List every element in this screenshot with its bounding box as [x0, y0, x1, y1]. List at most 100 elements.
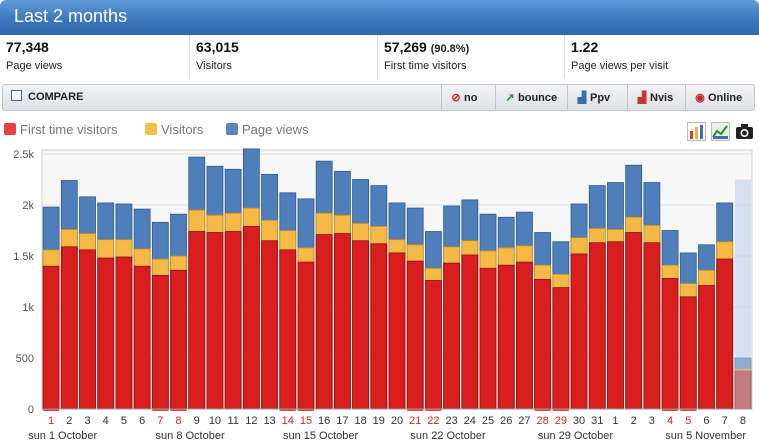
x-tick-label: 14 — [282, 415, 294, 427]
x-tick-label: 2 — [66, 415, 72, 427]
weekend-marker — [680, 409, 697, 411]
x-tick-label: 24 — [464, 415, 476, 427]
compare-icon — [11, 90, 22, 101]
stat-page-views-per-visit: 1.22 Page views per visit — [565, 35, 759, 79]
bounce-icon: ↗ — [505, 92, 515, 104]
bar-first-time-visitors — [516, 261, 533, 410]
x-tick-label: 5 — [121, 415, 127, 427]
legend-first-time-visitors[interactable]: First time visitors — [4, 122, 118, 137]
x-tick-label: 6 — [703, 415, 709, 427]
x-tick-label: 21 — [409, 415, 421, 427]
weekend-marker — [407, 409, 424, 411]
bar-first-time-visitors — [60, 246, 78, 410]
bar-first-time-visitors — [625, 232, 643, 410]
bar-first-time-visitors — [497, 264, 515, 410]
camera-icon[interactable] — [735, 122, 754, 141]
x-tick-label: 1 — [612, 415, 618, 427]
x-tick-label: 25 — [482, 415, 494, 427]
bounce-button[interactable]: ↗ bounce — [495, 85, 567, 110]
bar-first-time-visitors — [188, 231, 206, 410]
stat-label: Page views — [6, 60, 63, 72]
bar-first-time-visitors — [115, 256, 133, 410]
bar-first-time-visitors — [333, 233, 351, 410]
legend-visitors[interactable]: Visitors — [145, 122, 203, 137]
stat-value: 57,269 — [384, 39, 427, 55]
weekend-marker — [552, 409, 569, 411]
x-axis: 1 2 3 4 5 6 7 8 9 10 11 12 13 14 15 16 17 18 19 20 21 22 23 24 2… — [28, 408, 752, 442]
weekend-marker — [534, 409, 551, 411]
x-tick-label: 16 — [318, 415, 330, 427]
bar-first-time-visitors — [698, 285, 715, 410]
x-tick-label: 19 — [373, 415, 385, 427]
bar-first-time-visitors — [370, 243, 388, 410]
weekend-marker — [43, 409, 60, 411]
legend-page-views[interactable]: Page views — [226, 122, 308, 137]
bar-first-time-visitors — [534, 279, 552, 410]
x-tick-label: 1 — [48, 415, 54, 427]
no-button[interactable]: ⊘ no — [441, 85, 495, 110]
stats-row: 77,348 Page views 63,015 Visitors 57,269… — [0, 35, 759, 79]
x-tick-label: 5 — [685, 415, 691, 427]
bar-first-time-visitors — [570, 253, 588, 410]
bar-first-time-visitors — [479, 267, 497, 410]
bar-first-time-visitors — [79, 249, 96, 410]
x-tick-label: 17 — [336, 415, 348, 427]
x-tick-label: 15 — [300, 415, 312, 427]
compare-label: COMPARE — [28, 91, 84, 103]
x-tick-label: 4 — [103, 415, 109, 427]
x-tick-label: 12 — [245, 415, 257, 427]
x-tick-label: 22 — [427, 415, 439, 427]
x-tick-label: 29 — [555, 415, 567, 427]
legend-swatch — [145, 123, 157, 135]
ppv-button[interactable]: ▟ Ppv — [567, 85, 627, 110]
x-tick-label: 27 — [518, 415, 530, 427]
y-tick-label: 2.5k — [13, 149, 34, 161]
bar-first-time-visitors — [406, 260, 424, 410]
stat-label: Visitors — [196, 60, 232, 72]
bar-first-time-visitors — [224, 231, 242, 410]
nvis-chart-icon: ▟ — [637, 92, 647, 104]
weekend-marker — [170, 409, 187, 411]
week-label: sun 5 November — [665, 430, 746, 442]
bar-first-time-visitors — [352, 240, 369, 410]
bar-first-time-visitors — [170, 269, 187, 410]
y-tick-label: 0 — [28, 404, 34, 416]
bar-first-time-visitors — [425, 280, 442, 410]
x-tick-label: 4 — [667, 415, 673, 427]
x-tick-label: 13 — [263, 415, 275, 427]
x-tick-label: 23 — [445, 415, 457, 427]
stat-value: 63,015 — [196, 39, 239, 55]
bar-first-time-visitors — [679, 296, 697, 410]
online-icon: ◉ — [695, 92, 705, 104]
bar-first-time-visitors — [716, 258, 734, 410]
x-tick-label: 7 — [157, 415, 163, 427]
week-label: sun 8 October — [156, 430, 225, 442]
title-bar: Last 2 months — [0, 0, 759, 35]
online-button[interactable]: ◉ Online — [685, 85, 755, 110]
legend-swatch — [226, 123, 238, 135]
x-tick-label: 3 — [84, 415, 90, 427]
bar-first-time-visitors — [461, 254, 479, 410]
bar-first-time-visitors — [42, 265, 60, 410]
x-tick-label: 30 — [573, 415, 585, 427]
stat-percent: (90.8%) — [430, 43, 470, 55]
bar-chart-icon[interactable] — [687, 122, 706, 141]
y-tick-label: 1.5k — [13, 251, 34, 263]
weekend-marker — [662, 409, 679, 411]
x-tick-label: 8 — [740, 415, 746, 427]
compare-toolbar: COMPARE ⊘ no ↗ bounce ▟ Ppv ▟ Nvis ◉ Online — [2, 84, 755, 111]
stat-label: Page views per visit — [571, 60, 669, 72]
bar-first-time-visitors — [643, 242, 661, 410]
x-tick-label: 31 — [591, 415, 603, 427]
week-label: sun 29 October — [538, 430, 614, 442]
weekend-marker — [152, 409, 169, 411]
bar-first-time-visitors — [242, 226, 260, 410]
x-tick-label: 26 — [500, 415, 512, 427]
compare-button[interactable]: COMPARE — [11, 90, 83, 103]
x-tick-label: 20 — [391, 415, 403, 427]
x-tick-label: 3 — [649, 415, 655, 427]
bar-first-time-visitors — [388, 252, 406, 410]
line-chart-icon[interactable] — [711, 122, 730, 141]
legend-swatch — [4, 123, 16, 135]
nvis-button[interactable]: ▟ Nvis — [627, 85, 685, 110]
